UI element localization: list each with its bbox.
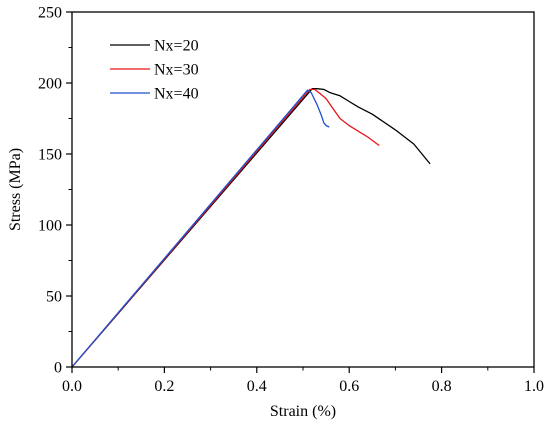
x-tick-label: 0.4: [247, 378, 267, 395]
y-tick-label: 150: [38, 147, 62, 164]
legend-label-3: Nx=40: [154, 86, 199, 103]
legend-label-2: Nx=30: [154, 62, 199, 79]
x-tick-label: 0.6: [339, 378, 359, 395]
y-tick-label: 100: [38, 218, 62, 235]
y-tick-label: 0: [54, 360, 62, 377]
x-tick-label: 1.0: [524, 378, 544, 395]
tick-labels: 0.0 0.2 0.4 0.6 0.8 1.0 0 50 100 150 200 250: [38, 5, 544, 396]
axis-ticks: [66, 11, 535, 373]
x-tick-label: 0.2: [154, 378, 174, 395]
series-line-1: [71, 88, 431, 368]
y-tick-label: 200: [38, 76, 62, 93]
x-tick-label: 0.8: [432, 378, 452, 395]
x-tick-label: 0.0: [62, 378, 82, 395]
y-tick-label: 50: [46, 289, 62, 306]
y-axis-title: Stress (MPa): [7, 148, 24, 231]
x-axis-title: Strain (%): [270, 403, 336, 420]
series-line-3: [71, 89, 330, 368]
y-tick-label: 250: [38, 5, 62, 22]
legend: Nx=20 Nx=30 Nx=40: [110, 38, 199, 103]
series-line-2: [71, 88, 380, 368]
legend-label-1: Nx=20: [154, 38, 199, 55]
series-layer: [71, 88, 431, 368]
plot-frame: [71, 11, 535, 368]
